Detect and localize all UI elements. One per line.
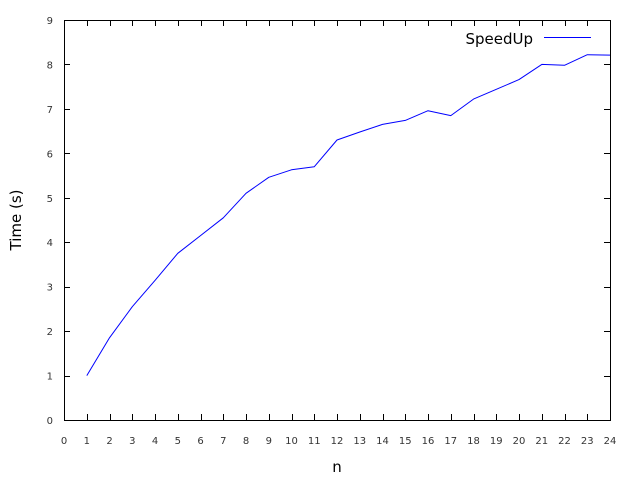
x-tick-label: 6 (197, 436, 203, 447)
x-tick-label: 14 (376, 436, 389, 447)
x-tick-label: 9 (266, 436, 272, 447)
x-axis-title: n (332, 458, 342, 476)
tick-labels: 0 1 2 3 4 5 6 7 8 9 10 11 12 13 14 15 16 17 18 19 20 21 22 23 24… (47, 16, 617, 447)
x-tick-label: 18 (467, 436, 480, 447)
legend: SpeedUp (465, 30, 591, 48)
x-tick-label: 10 (285, 436, 298, 447)
series-layer (86, 54, 611, 376)
y-tick-label: 8 (47, 60, 53, 71)
y-axis-title: Time (s) (7, 190, 25, 252)
y-tick-label: 4 (47, 238, 53, 249)
x-tick-label: 11 (308, 436, 321, 447)
x-tick-label: 24 (604, 436, 617, 447)
x-tick-label: 4 (152, 436, 158, 447)
x-tick-label: 22 (558, 436, 571, 447)
legend-label-speedup: SpeedUp (465, 30, 533, 48)
plot-frame (64, 20, 611, 421)
x-tick-label: 23 (581, 436, 594, 447)
x-tick-label: 13 (353, 436, 366, 447)
x-tick-label: 19 (490, 436, 503, 447)
y-tick-label: 3 (47, 283, 53, 294)
x-tick-label: 1 (84, 436, 90, 447)
x-tick-label: 17 (444, 436, 457, 447)
x-tick-label: 2 (106, 436, 112, 447)
y-tick-label: 9 (47, 16, 53, 27)
y-tick-label: 5 (47, 194, 53, 205)
x-tick-label: 12 (331, 436, 344, 447)
x-tick-label: 7 (220, 436, 226, 447)
series-line-speedup (86, 54, 611, 376)
x-tick-label: 20 (513, 436, 526, 447)
y-tick-label: 1 (47, 372, 53, 383)
y-tick-label: 2 (47, 327, 53, 338)
x-tick-label: 0 (61, 436, 67, 447)
y-tick-label: 0 (47, 416, 53, 427)
x-tick-label: 16 (422, 436, 435, 447)
x-tick-label: 15 (399, 436, 412, 447)
x-tick-label: 5 (175, 436, 181, 447)
y-tick-label: 6 (47, 149, 53, 160)
x-tick-label: 8 (243, 436, 249, 447)
x-tick-label: 3 (129, 436, 135, 447)
x-tick-label: 21 (535, 436, 548, 447)
y-tick-label: 7 (47, 105, 53, 116)
